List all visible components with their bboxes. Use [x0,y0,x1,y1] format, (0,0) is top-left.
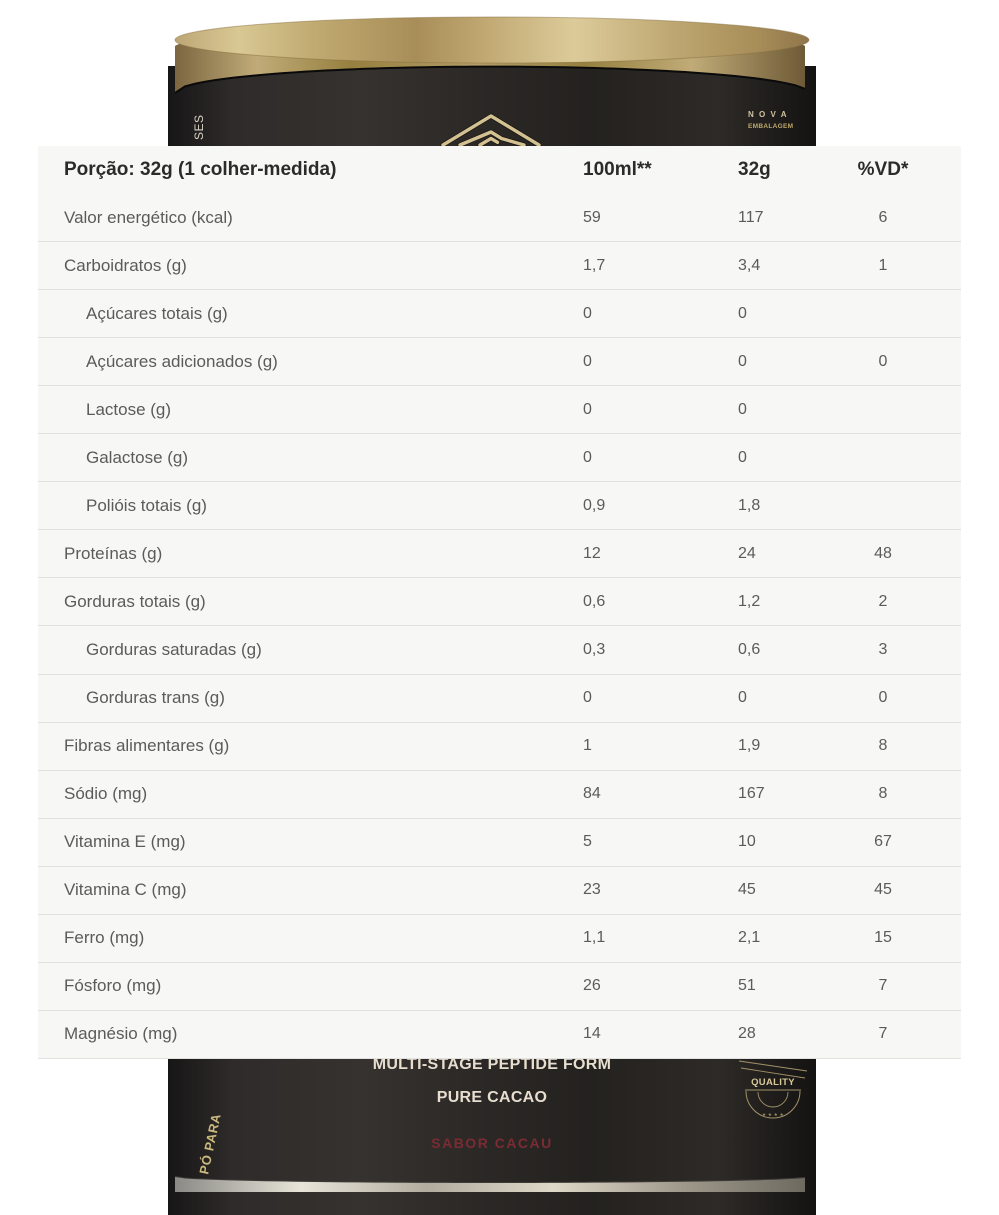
svg-text:QUALITY: QUALITY [751,1077,795,1088]
svg-text:SABOR CACAU: SABOR CACAU [431,1135,553,1151]
svg-text:SES: SES [192,114,206,140]
svg-text:EMBALAGEM: EMBALAGEM [748,123,793,130]
svg-text:★ ★ ★ ★: ★ ★ ★ ★ [762,1112,785,1117]
svg-text:N O V A: N O V A [748,110,788,119]
svg-text:PURE CACAO: PURE CACAO [437,1089,548,1106]
